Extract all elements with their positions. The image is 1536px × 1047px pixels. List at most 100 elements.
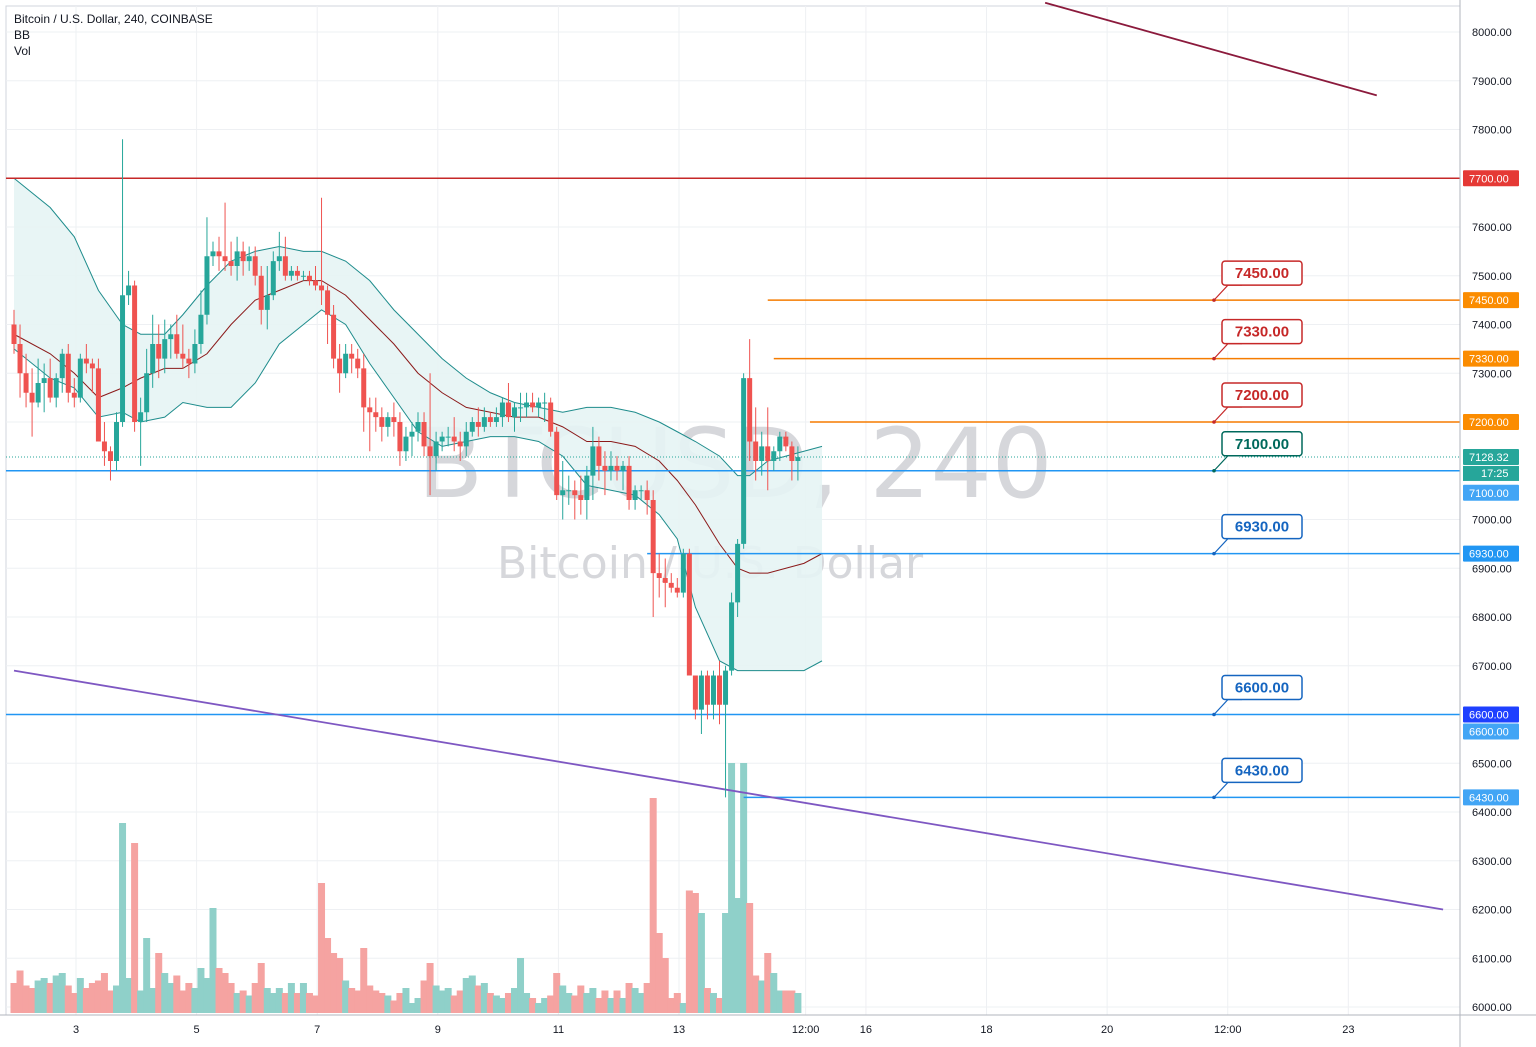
callout-label: 7100.00 [1235,436,1289,453]
time-axis[interactable]: 3 5 7 9 11 13 12:00 16 18 20 12:00 23 [0,1014,1536,1036]
price-tag-label: 6600.00 [1469,710,1509,722]
volume-bar [740,763,748,1013]
indicator-bb-label[interactable]: BB [14,28,31,42]
volume-bar [390,1000,398,1013]
candle-body [23,373,29,393]
volume-bar [782,990,790,1013]
volume-bar [251,983,259,1013]
price-tag-box [1463,706,1519,723]
volume-bar [746,903,754,1013]
indicator-vol-label[interactable]: Vol [14,44,31,58]
candle-body [518,407,524,409]
volume-bar [16,970,24,1013]
volume-bar [209,908,217,1013]
volume-bar [595,998,603,1013]
price-tick-label: 6300.00 [1472,856,1512,868]
trendlines[interactable] [13,1,1444,911]
candle-body [741,378,747,544]
price-tag-label: 7700.00 [1469,173,1509,185]
time-tick-label: 12:00 [792,1024,820,1036]
candle-body [168,334,174,340]
volume-bar [547,995,555,1013]
price-tag-label: 7128.32 [1469,452,1509,464]
volume-bar [685,890,693,1013]
candle-body [325,290,331,315]
callout-anchor [1212,795,1216,800]
candle-body [777,436,783,452]
volume-bar [324,938,332,1013]
candle-body [650,500,656,574]
volume-bar [94,980,102,1013]
volume-bar [697,913,705,1013]
candle-body [674,587,680,593]
candle-body [174,334,180,354]
callout-box [1221,674,1303,701]
candle-body [144,373,150,413]
candle-body [524,402,530,408]
volume-bar [76,978,84,1013]
candle-body [747,378,753,442]
price-tag-label: 7450.00 [1469,295,1509,307]
candle-body [686,553,692,676]
candle-body [162,339,168,359]
callout-box [1221,382,1303,408]
callout-anchor [1212,468,1216,473]
volume-bar [239,990,247,1013]
volume-bar [559,985,567,1013]
symbol-title[interactable]: Bitcoin / U.S. Dollar, 240, COINBASE [14,12,213,26]
candle-body [481,417,487,427]
volume-bar [88,983,96,1013]
candle-body [584,475,590,500]
candle-body [361,368,367,408]
candle-body [644,490,650,500]
candle-body [511,407,517,418]
candle-body [614,465,620,471]
volume-bar [486,993,494,1013]
candle-body [542,402,548,404]
candle-body [53,378,59,398]
time-tick-label: 7 [314,1024,320,1036]
candle-body [120,295,126,422]
price-tag-box [1463,723,1519,740]
volume-bar [22,985,30,1013]
candle-body [337,358,343,374]
callout-anchor [1212,551,1216,556]
volume-bar [776,990,784,1013]
price-tick-label: 7000.00 [1472,515,1512,527]
candle-body [795,457,801,461]
volume-bar [517,958,525,1013]
volume-bar [396,993,404,1013]
volume-bar [233,993,241,1013]
volume-bar [372,990,380,1013]
volume-bar [619,998,627,1013]
price-axis[interactable]: 6000.00 6100.00 6200.00 6300.00 6400.00 6500.… [1459,0,1519,1047]
candle-body [566,490,572,492]
candle-body [530,402,536,408]
candle-body [264,295,270,310]
volume-bar [125,978,133,1013]
price-tick-label: 7300.00 [1472,368,1512,380]
candle-body [288,270,294,276]
volume-bar [420,980,428,1013]
volume-bar [299,983,307,1013]
volume-bar [601,990,609,1013]
candle-body [475,422,481,427]
candle-body [536,402,542,408]
volume-bar [342,980,350,1013]
volume-bar [649,798,657,1013]
trendline [1044,1,1378,97]
volume-bar [468,975,476,1013]
candle-body [596,446,602,466]
price-tag-box [1463,350,1519,367]
volume-bar [667,998,675,1013]
volume-bar [287,983,295,1013]
candle-body [89,363,95,369]
time-tick-label: 9 [435,1024,441,1036]
volume-bar [535,1003,543,1013]
price-callouts[interactable]: 7450.00 7330.00 7200.00 7100.00 6930.00 6600.… [1212,260,1303,800]
horizontal-levels[interactable] [6,177,1460,799]
volume-bar [131,843,139,1013]
time-tick-label: 23 [1342,1024,1354,1036]
price-tick-label: 6400.00 [1472,807,1512,819]
